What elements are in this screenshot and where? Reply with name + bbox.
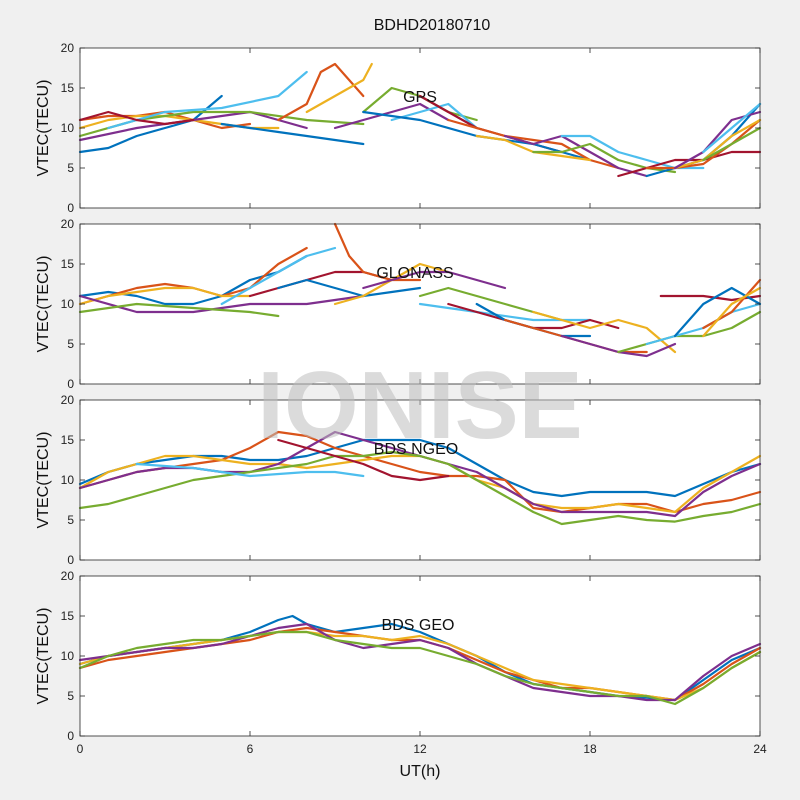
series-line (702, 102, 762, 154)
y-axis-label: VTEC(TECU) (35, 608, 52, 705)
y-tick-label: 20 (61, 393, 75, 407)
series-group (78, 62, 762, 178)
series-line (78, 302, 280, 318)
subplot-3: 0 5 10 15 20 VTEC(TECU) BDS NGEO (35, 393, 762, 567)
series-line (277, 278, 422, 298)
series-line (702, 126, 762, 162)
series-line (645, 118, 762, 170)
series-line (78, 630, 762, 706)
y-axis-label: VTEC(TECU) (35, 80, 52, 177)
subplot-4: 0 5 10 15 20 0 6 12 18 24 VTEC(TECU) BDS GEO (35, 569, 767, 756)
y-axis-label: VTEC(TECU) (35, 256, 52, 353)
y-tick-label: 0 (67, 377, 74, 391)
figure-title: BDHD20180710 (374, 17, 491, 34)
y-tick-label: 0 (67, 729, 74, 743)
y-axis-label: VTEC(TECU) (35, 432, 52, 529)
y-tick-label: 10 (61, 649, 75, 663)
subplot-panels: 0 5 10 15 20 VTEC(TECU) GPS 0 5 10 15 20 VTEC(TECU) G… (35, 41, 767, 756)
series-line (277, 438, 450, 482)
series-line (78, 430, 762, 514)
series-line (78, 450, 762, 526)
y-tick-label: 0 (67, 553, 74, 567)
x-tick-label: 6 (247, 742, 254, 756)
y-tick-label: 5 (67, 513, 74, 527)
y-tick-label: 15 (61, 433, 75, 447)
y-tick-label: 20 (61, 217, 75, 231)
y-tick-label: 10 (61, 121, 75, 135)
series-line (107, 70, 308, 130)
y-tick-label: 5 (67, 161, 74, 175)
series-line (617, 310, 762, 354)
series-line (220, 246, 337, 306)
series-line (390, 102, 478, 130)
series-line (333, 222, 422, 282)
y-tick-label: 0 (67, 201, 74, 215)
y-tick-label: 20 (61, 569, 75, 583)
panel-annotation: GPS (403, 89, 437, 106)
series-line (418, 302, 592, 322)
series-line (673, 118, 762, 170)
series-line (78, 294, 365, 314)
x-axis-label: UT(h) (400, 763, 441, 780)
series-line (220, 122, 365, 146)
series-line (702, 278, 762, 330)
series-group (78, 222, 762, 358)
series-line (78, 110, 195, 126)
series-line (78, 286, 252, 306)
series-line (305, 62, 373, 114)
series-line (702, 286, 762, 338)
subplot-1: 0 5 10 15 20 VTEC(TECU) GPS (35, 41, 762, 215)
series-line (277, 62, 365, 122)
y-tick-label: 20 (61, 41, 75, 55)
series-line (447, 118, 620, 170)
panel-annotation: GLONASS (376, 265, 453, 282)
y-tick-label: 15 (61, 609, 75, 623)
series-line (78, 110, 308, 142)
x-tick-label: 18 (583, 742, 597, 756)
series-line (362, 270, 507, 290)
series-line (532, 310, 677, 354)
series-line (503, 134, 648, 178)
y-tick-label: 10 (61, 473, 75, 487)
subplot-2: 0 5 10 15 20 VTEC(TECU) GLONASS (35, 217, 762, 391)
series-line (135, 462, 365, 478)
series-group (78, 614, 762, 706)
y-tick-label: 5 (67, 337, 74, 351)
panel-annotation: BDS GEO (382, 617, 455, 634)
x-tick-label: 24 (753, 742, 767, 756)
series-line (78, 94, 223, 154)
y-tick-label: 15 (61, 257, 75, 271)
series-group (78, 430, 762, 526)
y-tick-label: 10 (61, 297, 75, 311)
panel-annotation: BDS NGEO (374, 441, 458, 458)
x-tick-label: 0 (77, 742, 84, 756)
y-tick-label: 5 (67, 689, 74, 703)
y-tick-label: 15 (61, 81, 75, 95)
plot-area (80, 576, 760, 736)
x-tick-label: 12 (413, 742, 427, 756)
watermark-text: IONISE (257, 352, 582, 459)
plot-area (80, 48, 760, 208)
series-line (78, 622, 762, 702)
